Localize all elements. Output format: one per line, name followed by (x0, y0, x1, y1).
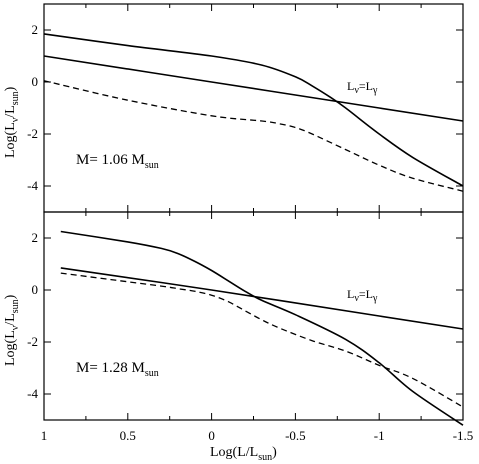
x-tick-label: -1.5 (453, 428, 474, 443)
series-line-3 (43, 80, 464, 192)
plot-frame (43, 211, 464, 421)
y-tick-label: 2 (32, 22, 39, 37)
panels-layer: 2 0 -2 -4 Log(Lν/Lsun) Lν=Lγ M= 1.06 Msun 2 0 -2 -… (3, 3, 464, 426)
y-tick-label: -4 (27, 178, 38, 193)
series-line-1 (43, 33, 464, 187)
y-tick-label: 0 (32, 282, 39, 297)
panel-1: 2 0 -2 -4 Log(Lν/Lsun) Lν=Lγ M= 1.06 Msun (3, 3, 464, 213)
y-tick-label: 2 (32, 230, 39, 245)
x-tick-label: 0 (208, 428, 215, 443)
x-tick-label: 1 (41, 428, 48, 443)
y-tick-label: -2 (27, 126, 38, 141)
series-line-2 (60, 267, 464, 330)
x-tick-label: 0.5 (120, 428, 136, 443)
x-tick-label: -1 (374, 428, 385, 443)
series-line-2 (43, 55, 464, 122)
plot-frame (43, 3, 464, 213)
x-axis: 1 0.5 0 -0.5 -1 -1.5 (41, 428, 474, 443)
crossing-label: Lν=Lγ (347, 79, 378, 96)
x-axis-title: Log(L/Lsun) (210, 445, 277, 463)
y-axis-title: Log(Lν/Lsun) (3, 86, 21, 158)
y-tick-label: -2 (27, 334, 38, 349)
y-axis-title: Log(Lν/Lsun) (3, 294, 21, 366)
panel-2: 2 0 -2 -4 Log(Lν/Lsun) Lν=Lγ M= 1.28 Msun (3, 211, 464, 426)
series-line-3 (60, 272, 464, 408)
mass-label: M= 1.28 Msun (76, 360, 159, 379)
x-tick-label: -0.5 (285, 428, 306, 443)
y-tick-label: 0 (32, 74, 39, 89)
series-line-1 (60, 230, 464, 426)
y-tick-label: -4 (27, 386, 38, 401)
mass-label: M= 1.06 Msun (76, 152, 159, 171)
crossing-label: Lν=Lγ (347, 287, 378, 304)
